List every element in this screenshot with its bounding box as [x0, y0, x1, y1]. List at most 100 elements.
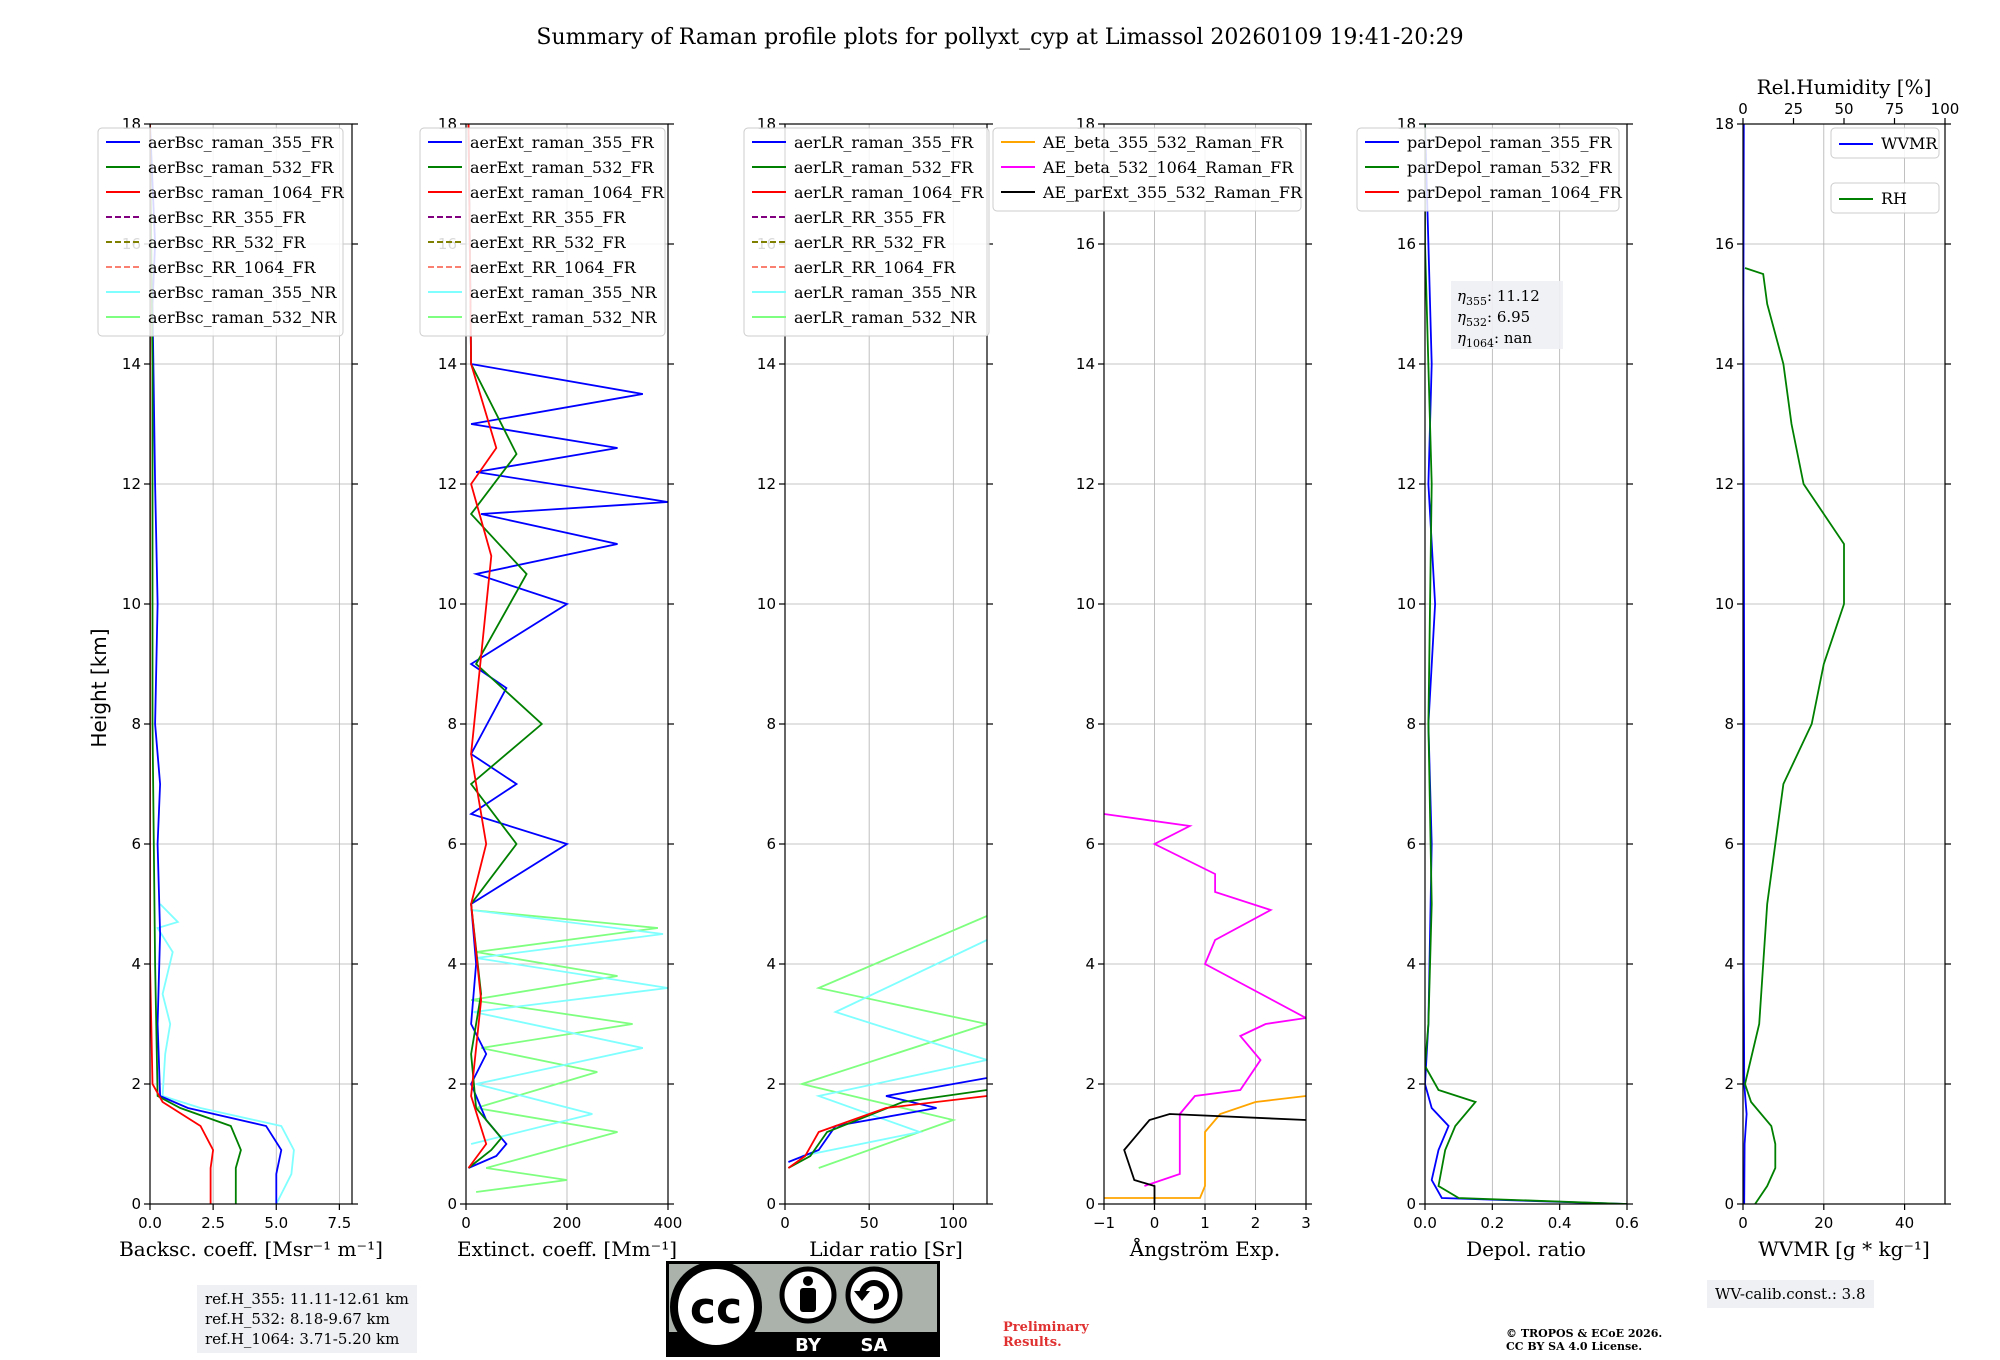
legend-label: parDepol_raman_355_FR	[1407, 133, 1613, 152]
y-tick-label: 8	[447, 715, 457, 733]
wv-calibration-constant: WV-calib.const.: 3.8	[1715, 1285, 1866, 1303]
legend-label: aerExt_raman_532_FR	[470, 158, 655, 177]
top-x-tick-label: 25	[1784, 100, 1803, 118]
legend-label: aerLR_RR_532_FR	[794, 233, 946, 252]
top-x-tick-label: 75	[1885, 100, 1904, 118]
x-tick-label: 100	[939, 1214, 968, 1232]
series-group	[1425, 124, 1627, 1204]
y-tick-label: 12	[1397, 475, 1416, 493]
x-tick-label: 40	[1895, 1214, 1914, 1232]
y-tick-label: 6	[131, 835, 141, 853]
eta-annotation: η355: 11.12	[1457, 287, 1540, 308]
series-WVMR	[1743, 124, 1748, 1204]
y-tick-label: 4	[1406, 955, 1416, 973]
eta-annotation: η1064: nan	[1457, 329, 1532, 350]
y-tick-label: 10	[1715, 595, 1734, 613]
x-tick-label: 0.2	[1480, 1214, 1504, 1232]
axes-frame	[784, 123, 988, 1205]
series-AE_beta_355_532_Raman_FR	[1104, 1095, 1306, 1199]
y-tick-label: 12	[438, 475, 457, 493]
y-tick-label: 8	[766, 715, 776, 733]
copyright-note: © TROPOS & ECoE 2026. CC BY SA 4.0 Licen…	[1506, 1327, 1662, 1353]
y-tick-label: 10	[438, 595, 457, 613]
y-tick-label: 6	[1085, 835, 1095, 853]
x-tick-label: 0.0	[138, 1214, 162, 1232]
legend-label: aerExt_RR_355_FR	[470, 208, 627, 227]
y-tick-label: 10	[1076, 595, 1095, 613]
y-tick-label: 4	[766, 955, 776, 973]
y-tick-label: 6	[1406, 835, 1416, 853]
legend-label: parDepol_raman_532_FR	[1407, 158, 1613, 177]
y-tick-label: 14	[1397, 355, 1416, 373]
y-tick-label: 10	[122, 595, 141, 613]
y-tick-label: 8	[1724, 715, 1734, 733]
eta-annotation-box	[1451, 281, 1563, 349]
y-tick-label: 0	[1406, 1195, 1416, 1213]
license-by-text: BY	[795, 1335, 822, 1356]
y-tick-label: 2	[1406, 1075, 1416, 1093]
y-tick-label: 2	[1724, 1075, 1734, 1093]
y-tick-label: 6	[447, 835, 457, 853]
y-tick-label: 4	[1724, 955, 1734, 973]
x-tick-label: 20	[1814, 1214, 1833, 1232]
reference-height-box: ref.H_355: 11.11-12.61 km ref.H_532: 8.1…	[197, 1285, 417, 1353]
legend-label: aerBsc_raman_355_FR	[148, 133, 334, 152]
x-tick-label: 2.5	[201, 1214, 225, 1232]
x-tick-label: 200	[553, 1214, 582, 1232]
preliminary-results-note: Preliminary Results.	[1003, 1320, 1089, 1350]
legend-box	[1830, 182, 1940, 214]
x-tick-label: 50	[860, 1214, 879, 1232]
legend-label: aerLR_RR_1064_FR	[794, 258, 956, 277]
series-parDepol_raman_532_FR	[1425, 124, 1627, 1204]
legend-label: aerBsc_raman_1064_FR	[148, 183, 345, 202]
eta-annotation: η532: 6.95	[1457, 308, 1530, 329]
legend-label: aerLR_RR_355_FR	[794, 208, 946, 227]
x-axis-label: Depol. ratio	[1466, 1237, 1586, 1261]
eta-subscript: 532	[1466, 316, 1487, 329]
y-axis-label: Height [km]	[87, 628, 111, 747]
x-tick-label: 7.5	[327, 1214, 351, 1232]
x-axis-label: Ångström Exp.	[1129, 1236, 1280, 1261]
y-tick-label: 6	[1724, 835, 1734, 853]
legend-box	[419, 127, 666, 337]
series-aerBsc_raman_355_FR	[150, 124, 283, 1204]
series-aerExt_raman_355_NR	[470, 909, 668, 1145]
ref-height-355: ref.H_355: 11.11-12.61 km	[205, 1290, 409, 1308]
eta-symbol: η	[1457, 308, 1466, 326]
y-tick-label: 14	[122, 355, 141, 373]
eta-value: : 6.95	[1487, 308, 1530, 326]
top-x-tick-label: 50	[1834, 100, 1853, 118]
share-alike-icon-arc	[859, 1280, 889, 1310]
y-tick-label: 0	[1085, 1195, 1095, 1213]
legend-box	[1830, 127, 1940, 159]
x-tick-label: 400	[654, 1214, 683, 1232]
y-tick-label: 4	[131, 955, 141, 973]
x-tick-label: 0	[461, 1214, 471, 1232]
legend-label: aerLR_raman_1064_FR	[794, 183, 984, 202]
panel-lr: 024681012141618050100Lidar ratio [Sr]aer…	[743, 115, 993, 1261]
y-tick-label: 12	[757, 475, 776, 493]
top-axis-label: Rel.Humidity [%]	[1757, 75, 1932, 99]
y-tick-label: 0	[131, 1195, 141, 1213]
copyright-line-1: © TROPOS & ECoE 2026.	[1506, 1327, 1663, 1340]
x-tick-label: 1	[1200, 1214, 1210, 1232]
series-group	[1743, 124, 1845, 1204]
legend-label: WVMR	[1881, 134, 1938, 153]
legend-label: aerBsc_raman_532_NR	[148, 308, 337, 327]
y-tick-label: 18	[1715, 115, 1734, 133]
x-tick-label: 0.6	[1615, 1214, 1639, 1232]
legend-box	[1356, 127, 1620, 212]
y-tick-label: 0	[1724, 1195, 1734, 1213]
legend-label: aerBsc_raman_355_NR	[148, 283, 337, 302]
series-aerBsc_raman_355_NR	[156, 903, 295, 1204]
y-tick-label: 2	[447, 1075, 457, 1093]
series-group	[1104, 813, 1306, 1204]
y-tick-label: 16	[1397, 235, 1416, 253]
legend-label: aerExt_raman_355_FR	[470, 133, 655, 152]
legend-label: aerLR_raman_532_FR	[794, 158, 974, 177]
cc-icon	[670, 1261, 762, 1353]
y-tick-label: 8	[131, 715, 141, 733]
